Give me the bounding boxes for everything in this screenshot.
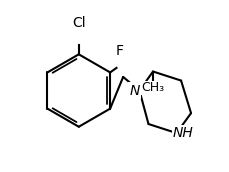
Text: CH₃: CH₃ [141,81,164,94]
Text: NH: NH [172,126,193,140]
Text: N: N [129,84,139,98]
Text: F: F [115,44,123,58]
Text: Cl: Cl [72,16,85,30]
